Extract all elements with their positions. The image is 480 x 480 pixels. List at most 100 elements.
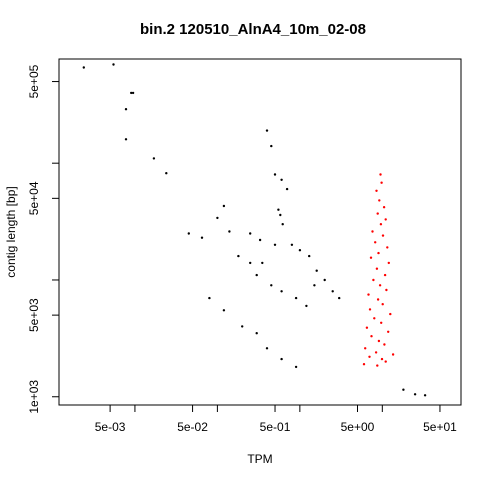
data-point — [381, 303, 384, 306]
data-point — [273, 243, 277, 246]
data-point — [372, 278, 375, 282]
data-point — [187, 232, 190, 235]
chart-title: bin.2 120510_AlnA4_10m_02-08 — [140, 21, 366, 38]
data-point — [261, 261, 264, 265]
data-point — [241, 325, 244, 328]
data-point — [368, 308, 372, 311]
data-point — [379, 173, 382, 176]
data-point — [331, 290, 334, 293]
data-point — [216, 216, 219, 220]
data-point — [237, 254, 240, 258]
data-point — [402, 388, 405, 391]
data-point — [380, 321, 383, 324]
data-point — [379, 223, 383, 226]
data-point — [386, 246, 389, 249]
data-point — [382, 206, 386, 209]
data-point — [249, 261, 252, 265]
data-point — [265, 129, 269, 132]
data-point — [374, 241, 377, 244]
data-point — [131, 91, 135, 95]
data-point — [378, 199, 381, 202]
data-point — [338, 296, 341, 300]
data-point — [367, 293, 370, 296]
data-point — [258, 238, 262, 242]
x-tick-label: 5e-03 — [95, 420, 126, 434]
data-point — [373, 317, 376, 320]
data-point — [313, 284, 316, 287]
data-point — [391, 353, 395, 356]
data-point — [273, 173, 277, 176]
data-point — [370, 335, 373, 338]
data-point — [376, 298, 380, 301]
data-point — [280, 357, 283, 361]
data-point — [249, 232, 252, 235]
data-point — [381, 234, 385, 237]
data-point — [279, 213, 282, 217]
data-point — [305, 304, 308, 308]
x-tick-label: 5e+00 — [341, 420, 375, 434]
data-point — [374, 351, 378, 354]
data-point — [380, 357, 384, 361]
data-point — [222, 204, 226, 208]
data-point — [378, 284, 382, 287]
data-point — [270, 144, 273, 148]
y-tick-label: 1e+03 — [27, 380, 41, 414]
data-point — [208, 296, 211, 300]
data-point — [384, 360, 387, 363]
data-point — [294, 365, 298, 369]
data-point — [308, 254, 311, 258]
data-point — [152, 157, 156, 160]
y-tick-label: 5e+04 — [27, 181, 41, 215]
data-point — [82, 66, 86, 69]
data-point — [364, 347, 367, 350]
data-point — [387, 261, 390, 265]
data-point — [255, 332, 258, 335]
data-point — [413, 393, 417, 396]
data-point — [294, 296, 298, 300]
y-tick-label: 5e+03 — [27, 298, 41, 332]
x-tick-label: 5e+01 — [423, 420, 457, 434]
data-point — [222, 309, 226, 312]
data-point — [377, 339, 381, 343]
data-point — [298, 249, 302, 252]
data-point — [375, 189, 378, 192]
data-point — [165, 172, 168, 175]
data-point — [270, 284, 273, 287]
data-point — [265, 347, 269, 350]
data-point — [383, 273, 387, 277]
data-point — [124, 138, 128, 141]
data-point — [290, 243, 294, 246]
data-point — [380, 181, 383, 184]
data-point — [376, 212, 379, 215]
y-axis-label: contig length [bp] — [4, 186, 18, 277]
data-point — [371, 230, 374, 233]
data-point — [130, 91, 133, 95]
data-point — [280, 290, 283, 293]
data-point — [365, 326, 369, 329]
data-point — [383, 343, 386, 346]
data-point — [369, 256, 373, 259]
data-point — [423, 394, 427, 397]
data-point — [124, 108, 128, 111]
data-point — [228, 230, 231, 233]
data-point — [285, 187, 289, 191]
data-point — [200, 236, 204, 239]
data-point — [384, 218, 387, 221]
x-axis: 5e-03 5e-02 5e-01 5e+00 5e+01 — [95, 405, 457, 434]
data-point — [281, 223, 284, 226]
x-axis-label: TPM — [247, 452, 272, 466]
data-point — [112, 63, 115, 66]
data-point — [362, 363, 366, 366]
data-point — [255, 273, 258, 277]
data-point — [385, 288, 388, 292]
data-points — [82, 63, 427, 397]
data-point — [387, 330, 390, 333]
y-tick-label: 5e+05 — [27, 64, 41, 98]
data-point — [377, 251, 380, 255]
data-point — [323, 278, 326, 282]
data-point — [376, 364, 379, 367]
data-point — [368, 355, 371, 358]
y-axis: 1e+03 5e+03 5e+04 5e+05 — [27, 64, 59, 414]
